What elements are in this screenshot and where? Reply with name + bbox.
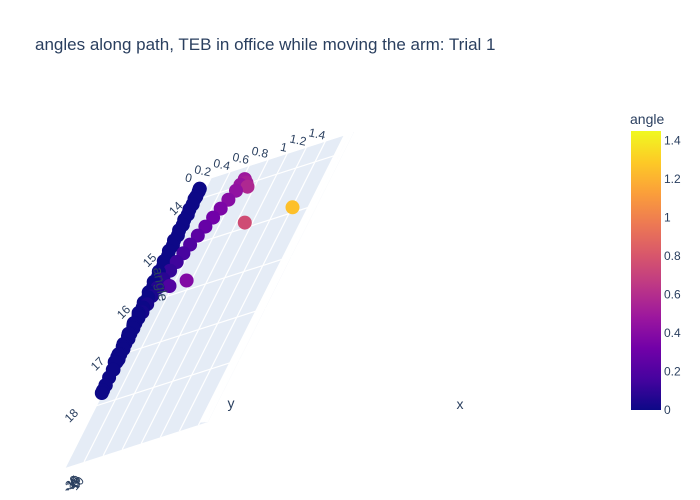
- colorbar-tick-label: 0.2: [664, 365, 681, 379]
- gridline: [178, 140, 326, 432]
- data-point: [240, 179, 255, 194]
- data-point: [237, 215, 252, 230]
- z-tick-label: 0.8: [250, 144, 270, 161]
- gridline: [260, 159, 269, 161]
- gridline: [96, 359, 240, 407]
- data-markers: [94, 172, 300, 400]
- data-point: [94, 386, 109, 400]
- colorbar-tick-label: 0: [664, 403, 671, 417]
- gridline: [336, 134, 345, 137]
- colorbar-gradient: [631, 131, 661, 410]
- y-tick-label: 18: [62, 406, 82, 426]
- gridline: [121, 159, 269, 450]
- gridline: [210, 131, 354, 179]
- data-point: [179, 273, 194, 288]
- gridline: [202, 132, 350, 423]
- gridline: [279, 152, 288, 155]
- gridline: [199, 132, 347, 423]
- z-tick-label: 0.6: [231, 150, 251, 167]
- gridline: [206, 131, 354, 423]
- z-tick-label: 0.2: [193, 162, 213, 179]
- z-tick-label: 1.4: [308, 125, 328, 142]
- z-tick-label: 0: [184, 170, 194, 185]
- data-point: [162, 279, 177, 293]
- gridline: [197, 134, 346, 426]
- x-axis-title: x: [457, 396, 464, 412]
- gridline: [205, 131, 353, 423]
- scene-gridlines: [64, 131, 354, 469]
- gridline: [298, 146, 307, 149]
- colorbar-tick-label: 0.8: [664, 249, 681, 263]
- colorbar-tick-label: 0.6: [664, 288, 681, 302]
- axis-titles: x y angle: [150, 266, 463, 412]
- colorbar-title: angle: [630, 111, 664, 127]
- gridline: [159, 147, 307, 438]
- gridline: [122, 307, 266, 355]
- colorbar-tick-label: 1.4: [664, 134, 681, 148]
- chart-title: angles along path, TEB in office while m…: [35, 35, 496, 54]
- z-tick-label: 0.4: [212, 156, 232, 173]
- gridline: [203, 132, 351, 423]
- z-tick-label: 1: [279, 140, 289, 155]
- y-tick-label: 17: [88, 354, 108, 374]
- z-axis-title: angle: [150, 266, 172, 303]
- colorbar: angle 0 0.2 0.4 0.6 0.8 1 1.2 1.4: [630, 111, 681, 417]
- gridline: [201, 132, 349, 423]
- colorbar-tick-label: 1: [664, 211, 671, 225]
- gridline: [140, 153, 288, 444]
- gridline: [241, 165, 250, 167]
- gridline: [202, 177, 212, 180]
- gridline: [317, 140, 326, 143]
- gridline: [148, 255, 292, 303]
- y-axis-title: y: [228, 395, 235, 411]
- z-tick-label: 1.2: [288, 132, 308, 149]
- data-point: [285, 200, 300, 215]
- colorbar-tick-label: 1.2: [664, 172, 681, 186]
- gridline: [222, 171, 231, 174]
- gridline: [200, 152, 344, 200]
- gridline: [204, 131, 352, 423]
- colorbar-tick-label: 0.4: [664, 326, 681, 340]
